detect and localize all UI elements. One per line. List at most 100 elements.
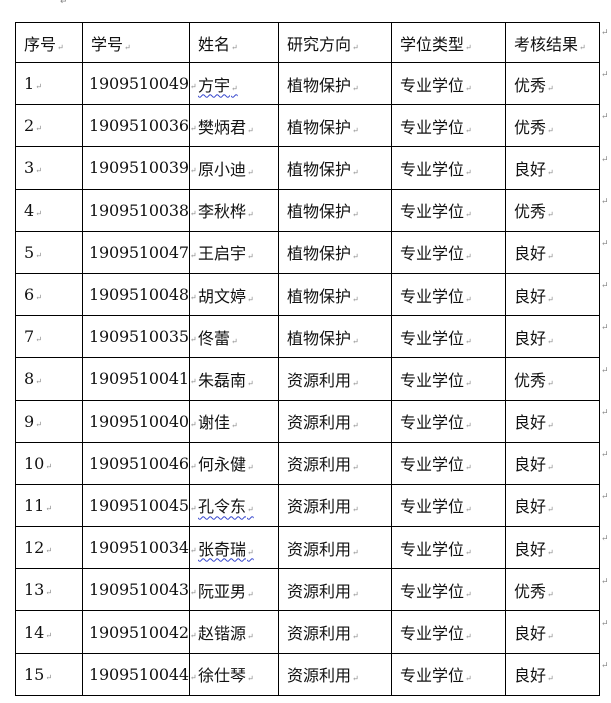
table-row: 7 1909510035佟蕾 植物保护 专业学位 良好 bbox=[15, 315, 600, 359]
index-value: 7 bbox=[24, 327, 42, 346]
header-cell: 研究方向 bbox=[278, 22, 392, 63]
name-value: 李秋桦 bbox=[198, 202, 254, 221]
header-index: 序号 bbox=[24, 35, 64, 54]
research-direction-value: 资源利用 bbox=[287, 540, 359, 559]
table-row: 13 1909510043阮亚男 资源利用 专业学位 优秀 bbox=[15, 568, 600, 612]
index-value: 14 bbox=[24, 623, 52, 642]
cell-result: 良好 bbox=[505, 652, 600, 696]
index-value: 12 bbox=[24, 538, 52, 557]
degree-type-value: 专业学位 bbox=[400, 540, 472, 559]
cell-research-direction: 植物保护 bbox=[278, 315, 392, 359]
degree-type-value: 专业学位 bbox=[400, 624, 472, 643]
cell-result: 良好 bbox=[505, 441, 600, 485]
name-value: 樊炳君 bbox=[198, 118, 254, 137]
row-end-mark-icon: ↵ bbox=[601, 154, 609, 165]
cell-research-direction: 植物保护 bbox=[278, 188, 392, 232]
cell-degree-type: 专业学位 bbox=[391, 483, 506, 528]
cell-result: 良好 bbox=[505, 230, 600, 274]
cell-degree-type: 专业学位 bbox=[391, 441, 506, 485]
cell-research-direction: 植物保护 bbox=[278, 61, 392, 106]
row-end-mark-icon: ↵ bbox=[601, 281, 609, 292]
result-value: 优秀 bbox=[514, 582, 554, 601]
cell-research-direction: 资源利用 bbox=[278, 526, 392, 570]
student-id-value: 1909510046 bbox=[89, 454, 196, 473]
row-end-mark-icon: ↵ bbox=[601, 450, 609, 460]
research-direction-value: 植物保护 bbox=[287, 329, 359, 348]
result-value: 良好 bbox=[514, 329, 554, 348]
research-direction-value: 植物保护 bbox=[287, 287, 359, 306]
cell-degree-type: 专业学位 bbox=[391, 526, 506, 570]
cell-result: 良好 bbox=[505, 146, 600, 190]
cell-research-direction: 植物保护 bbox=[278, 230, 392, 274]
cell-degree-type: 专业学位 bbox=[391, 104, 506, 148]
table-row: 2 1909510036樊炳君 植物保护 专业学位 优秀 bbox=[15, 104, 600, 148]
research-direction-value: 资源利用 bbox=[287, 497, 359, 516]
degree-type-value: 专业学位 bbox=[400, 202, 472, 221]
research-direction-value: 植物保护 bbox=[287, 202, 359, 221]
cell-name: 张奇瑞 bbox=[189, 526, 279, 570]
cell-result: 优秀 bbox=[505, 104, 600, 148]
result-value: 良好 bbox=[514, 624, 554, 643]
cell-name: 樊炳君 bbox=[189, 104, 279, 148]
research-direction-value: 植物保护 bbox=[287, 118, 359, 137]
cell-name: 徐仕琴 bbox=[189, 652, 279, 696]
research-direction-value: 资源利用 bbox=[287, 371, 359, 390]
index-value: 5 bbox=[24, 243, 42, 262]
table-header-row: 序号 学号 姓名 研究方向 学位类型 考核结果 bbox=[15, 22, 600, 63]
student-id-value: 1909510045 bbox=[89, 496, 196, 515]
degree-type-value: 专业学位 bbox=[400, 371, 472, 390]
cell-index: 15 bbox=[15, 652, 83, 696]
degree-type-value: 专业学位 bbox=[400, 118, 472, 137]
index-value: 4 bbox=[24, 201, 42, 220]
degree-type-value: 专业学位 bbox=[400, 666, 472, 685]
degree-type-value: 专业学位 bbox=[400, 76, 472, 95]
cell-student-id: 1909510047 bbox=[82, 230, 196, 274]
cell-student-id: 1909510035 bbox=[82, 315, 196, 359]
result-value: 良好 bbox=[514, 160, 554, 179]
table-row: 3 1909510039原小迪 植物保护 专业学位 良好 bbox=[15, 146, 600, 190]
cell-research-direction: 植物保护 bbox=[278, 104, 392, 148]
cell-name: 何永健 bbox=[189, 441, 279, 485]
cell-index: 6 bbox=[15, 272, 83, 317]
result-value: 良好 bbox=[514, 497, 554, 516]
result-value: 优秀 bbox=[514, 202, 554, 221]
index-value: 13 bbox=[24, 580, 52, 599]
index-value: 2 bbox=[24, 116, 42, 135]
cell-result: 优秀 bbox=[505, 188, 600, 232]
table-row: 12 1909510034张奇瑞 资源利用 专业学位 良好 bbox=[15, 526, 600, 570]
name-value: 徐仕琴 bbox=[198, 666, 254, 685]
header-cell: 学位类型 bbox=[391, 22, 506, 63]
row-end-mark-icon: ↵ bbox=[601, 239, 609, 249]
cell-result: 良好 bbox=[505, 526, 600, 570]
cell-student-id: 1909510036 bbox=[82, 104, 196, 148]
cell-index: 5 bbox=[15, 230, 83, 274]
cell-research-direction: 植物保护 bbox=[278, 146, 392, 190]
cell-student-id: 1909510040 bbox=[82, 399, 196, 443]
research-direction-value: 资源利用 bbox=[287, 582, 359, 601]
name-value: 赵锴源 bbox=[198, 624, 254, 643]
table-row: 14 1909510042赵锴源 资源利用 专业学位 良好 bbox=[15, 610, 600, 654]
research-direction-value: 植物保护 bbox=[287, 244, 359, 263]
name-value: 何永健 bbox=[198, 455, 254, 474]
result-value: 优秀 bbox=[514, 371, 554, 390]
row-end-mark-icon: ↵ bbox=[601, 618, 609, 629]
degree-type-value: 专业学位 bbox=[400, 582, 472, 601]
cell-name: 孔令东 bbox=[189, 483, 279, 528]
name-value: 王启宇 bbox=[198, 244, 254, 263]
name-value: 孔令东 bbox=[198, 497, 254, 516]
student-id-value: 1909510041 bbox=[89, 369, 196, 388]
header-cell: 学号 bbox=[82, 22, 190, 63]
cell-index: 10 bbox=[15, 441, 83, 485]
research-direction-value: 植物保护 bbox=[287, 160, 359, 179]
student-id-value: 1909510047 bbox=[89, 243, 196, 262]
cell-student-id: 1909510044 bbox=[82, 652, 196, 696]
cell-result: 优秀 bbox=[505, 357, 600, 401]
cell-degree-type: 专业学位 bbox=[391, 61, 506, 106]
cell-index: 2 bbox=[15, 104, 83, 148]
cell-index: 8 bbox=[15, 357, 83, 401]
name-value: 方宇 bbox=[198, 76, 238, 95]
cell-result: 良好 bbox=[505, 483, 600, 528]
student-id-value: 1909510039 bbox=[89, 158, 196, 177]
cell-name: 赵锴源 bbox=[189, 610, 279, 654]
index-value: 1 bbox=[24, 74, 42, 93]
